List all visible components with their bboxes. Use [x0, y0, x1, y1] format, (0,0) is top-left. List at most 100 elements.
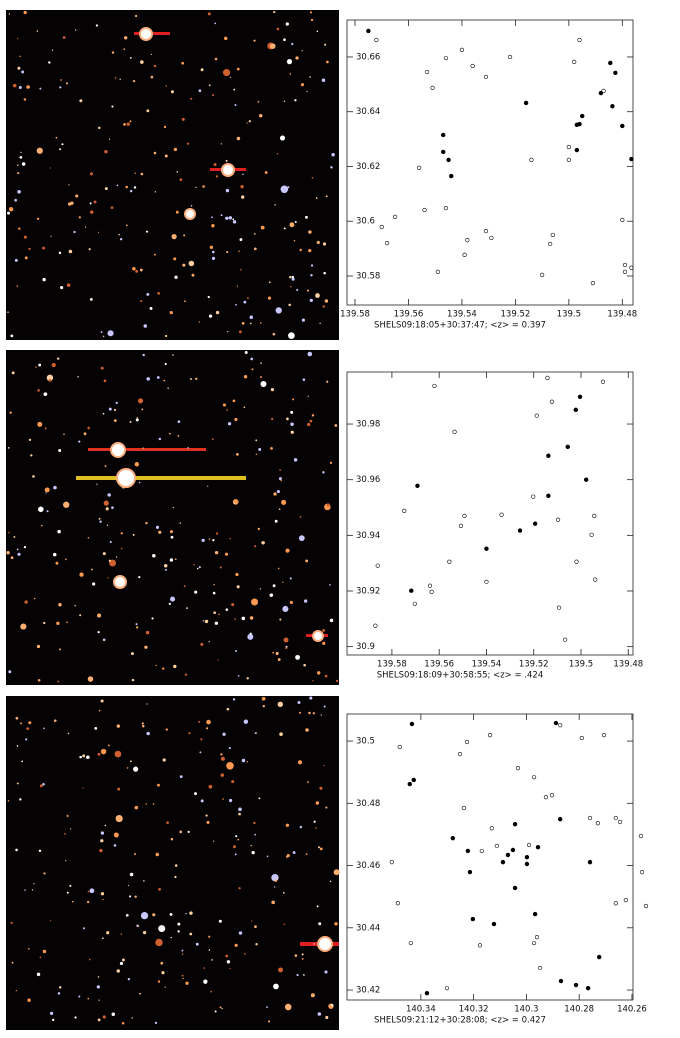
star — [254, 833, 256, 836]
star — [235, 303, 237, 306]
star — [237, 674, 240, 677]
member-point — [441, 149, 446, 155]
star — [226, 251, 229, 254]
star — [319, 322, 321, 324]
star — [271, 901, 275, 904]
star — [313, 820, 316, 823]
star — [218, 919, 222, 923]
star — [232, 399, 236, 403]
star — [304, 599, 308, 603]
star — [38, 849, 42, 853]
field-point — [507, 54, 513, 60]
star — [168, 432, 171, 435]
field-point — [617, 819, 623, 825]
star — [16, 285, 19, 287]
bright-star — [110, 442, 126, 458]
star — [323, 764, 325, 767]
star — [45, 492, 47, 494]
star — [57, 357, 60, 360]
bright-star — [317, 936, 333, 952]
star — [88, 248, 91, 251]
star — [253, 821, 256, 825]
field-point — [566, 157, 571, 162]
star — [169, 530, 174, 534]
star — [23, 10, 27, 15]
star — [63, 433, 65, 435]
field-point — [477, 943, 483, 948]
star — [283, 637, 289, 643]
member-point — [574, 147, 580, 153]
field-point — [534, 935, 540, 940]
star — [232, 845, 236, 849]
star — [107, 493, 111, 497]
star — [142, 930, 147, 935]
star — [276, 153, 279, 155]
star — [28, 721, 32, 725]
star — [120, 933, 122, 935]
star — [157, 980, 161, 983]
star — [198, 321, 200, 323]
star — [317, 671, 321, 675]
star — [78, 216, 81, 219]
star — [36, 147, 43, 154]
sky-image — [6, 696, 339, 1030]
star — [239, 238, 243, 241]
star — [125, 185, 128, 189]
y-tick-label: 30.92 — [356, 586, 380, 596]
field-point — [464, 739, 470, 745]
member-point — [553, 720, 559, 726]
field-point — [459, 47, 465, 52]
star — [21, 70, 25, 74]
star — [226, 960, 231, 964]
star — [307, 289, 310, 292]
star — [57, 992, 61, 995]
star — [66, 283, 71, 287]
star — [164, 568, 167, 571]
star — [297, 760, 303, 765]
field-point — [384, 241, 390, 246]
star — [326, 380, 329, 383]
star — [310, 993, 315, 998]
star — [165, 85, 167, 87]
member-point — [610, 104, 615, 109]
star — [109, 559, 117, 567]
member-point — [557, 816, 563, 822]
star — [154, 1021, 158, 1025]
bright-star — [184, 208, 196, 220]
star — [238, 250, 240, 252]
star — [277, 701, 284, 708]
star — [308, 230, 312, 234]
star — [134, 805, 139, 810]
star — [82, 787, 84, 789]
star — [224, 552, 229, 556]
star — [195, 942, 199, 946]
star — [163, 379, 166, 382]
star — [155, 938, 163, 947]
star — [154, 191, 157, 193]
star — [14, 258, 18, 262]
star — [324, 43, 327, 46]
star — [165, 728, 168, 731]
star — [226, 762, 234, 770]
star — [74, 605, 76, 607]
star — [159, 927, 162, 929]
star — [267, 296, 272, 300]
star — [207, 295, 210, 299]
star — [97, 631, 100, 634]
star — [59, 86, 62, 89]
star — [58, 603, 62, 607]
star — [26, 85, 30, 89]
star — [150, 53, 152, 55]
y-tick-label: 30.62 — [356, 162, 380, 172]
star — [145, 803, 147, 805]
star — [157, 291, 160, 295]
star — [219, 566, 222, 569]
star — [49, 167, 51, 169]
field-point — [549, 399, 555, 404]
star — [71, 900, 74, 903]
star — [194, 590, 198, 594]
star — [140, 912, 149, 920]
star — [211, 250, 215, 254]
star — [196, 567, 199, 570]
star — [98, 126, 101, 130]
